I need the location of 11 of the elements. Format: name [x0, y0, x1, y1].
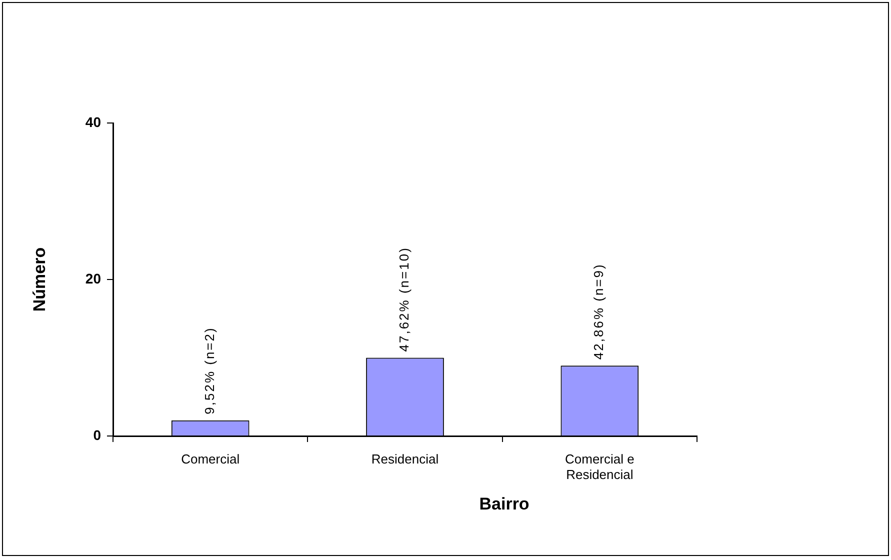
x-axis-title: Bairro: [479, 494, 530, 514]
data-label: 9,52% (n=2): [202, 326, 217, 414]
x-tick-label: Comercial: [181, 451, 240, 466]
y-tick-label: 0: [93, 426, 102, 443]
x-tick-label: Residencial: [371, 451, 439, 466]
y-tick-label: 40: [85, 114, 102, 130]
data-label: 42,86% (n=9): [591, 263, 606, 360]
x-tick-label: Comercial e Residencial: [564, 451, 634, 482]
data-label: 47,62% (n=10): [396, 246, 412, 352]
y-axis-title: Número: [30, 247, 49, 312]
y-tick-label: 20: [85, 270, 102, 286]
